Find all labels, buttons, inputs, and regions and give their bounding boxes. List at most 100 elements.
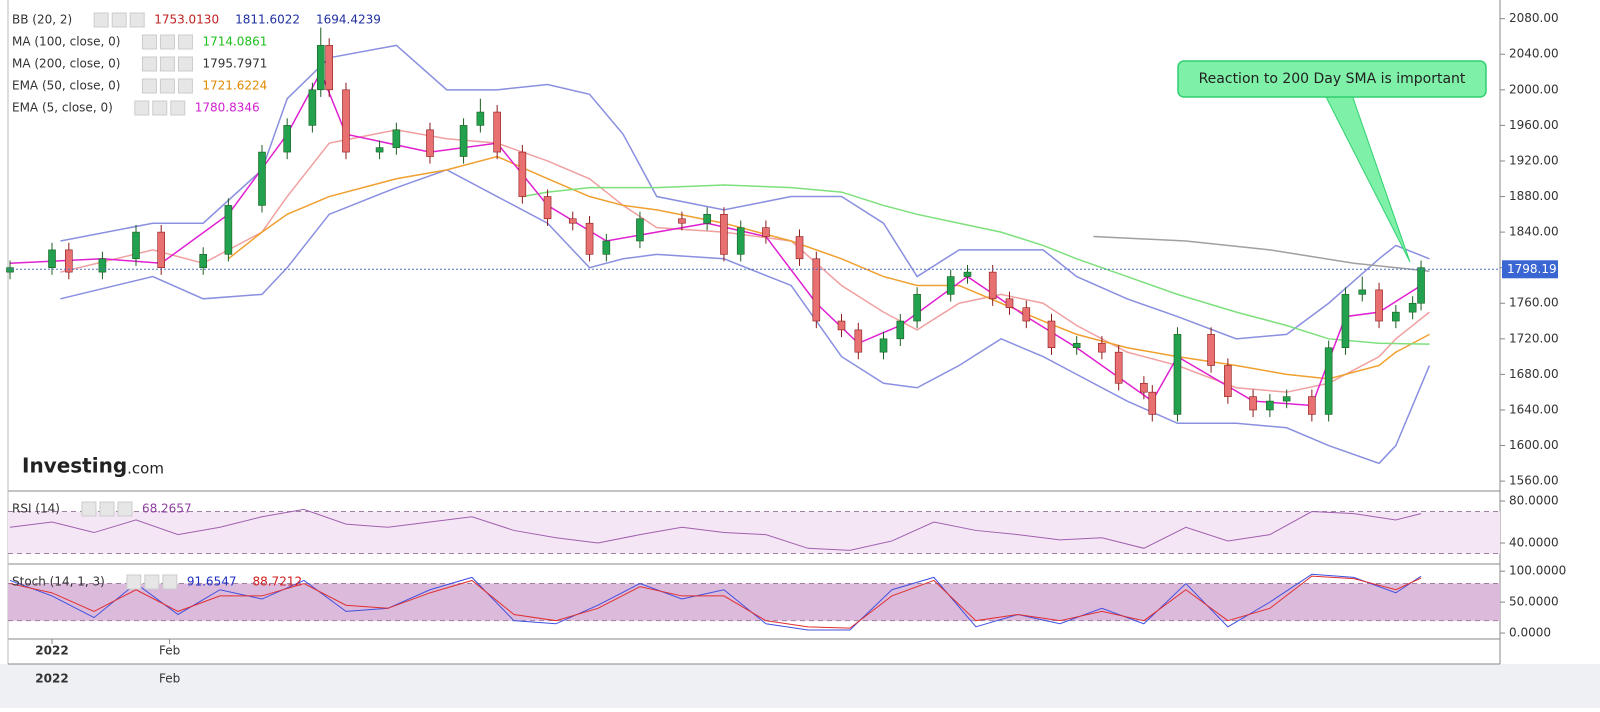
legend-icon: [117, 501, 133, 517]
legend-value: 1795.7971: [202, 57, 267, 71]
candle-body: [1417, 267, 1425, 304]
legend-icon: [141, 78, 157, 94]
candle-body: [518, 151, 527, 197]
candle-body: [543, 196, 552, 220]
candle-body: [1072, 342, 1081, 349]
legend-icon: [177, 56, 193, 72]
candle-body: [316, 45, 325, 91]
y-tick-label: 1880.00: [1509, 189, 1559, 203]
candle-body: [1341, 294, 1350, 349]
legend-label: EMA (50, close, 0): [12, 79, 120, 93]
candle-body: [1358, 289, 1367, 295]
legend-value: 88.7212: [252, 575, 302, 589]
candle-body: [1148, 391, 1157, 415]
candle-body: [258, 151, 266, 206]
candle-body: [48, 249, 56, 268]
candle-body: [1324, 347, 1333, 415]
indicator-line: [9, 70, 1422, 407]
y-tick-label: 1680.00: [1509, 367, 1559, 381]
legend-label: RSI (14): [12, 502, 60, 516]
footer-strip: [0, 664, 1600, 708]
brand: Investing: [22, 454, 127, 478]
candle-body: [392, 129, 401, 148]
x-tick-label: 2022: [35, 644, 68, 658]
candle-body: [1282, 396, 1291, 402]
y-tick-label: 1600.00: [1509, 438, 1559, 452]
y-tick-label: 1720.00: [1509, 331, 1559, 345]
y-tick-label: 50.0000: [1509, 595, 1559, 609]
candle-body: [1375, 289, 1383, 322]
callout-box: [1177, 60, 1487, 98]
legend-value: 1714.0861: [202, 35, 267, 49]
legend-label: Stoch (14, 1, 3): [12, 575, 105, 589]
candle-body: [1408, 302, 1417, 313]
last-price-box: [1502, 260, 1558, 279]
candle-body: [1392, 311, 1400, 322]
legend-icon: [134, 100, 150, 116]
candle-body: [199, 254, 207, 268]
legend-icon: [159, 78, 175, 94]
candle-body: [224, 205, 233, 255]
y-tick-label: 1920.00: [1509, 153, 1559, 167]
candle-body: [678, 218, 686, 224]
legend-icon: [159, 56, 175, 72]
candle-body: [896, 320, 905, 340]
candle-body: [720, 214, 728, 255]
y-tick-label: 1560.00: [1509, 474, 1559, 488]
legend-icon: [170, 100, 186, 116]
candle-body: [98, 258, 107, 273]
candle-body: [837, 320, 846, 331]
legend-icon: [162, 574, 178, 590]
candle-body: [812, 258, 821, 322]
legend-icon: [152, 100, 168, 116]
indicator-line: [522, 184, 1430, 345]
candle-body: [308, 89, 317, 126]
candle-body: [283, 125, 291, 153]
candle-body: [913, 294, 921, 322]
y-tick-label: 80.0000: [1509, 494, 1559, 508]
y-tick-label: 1760.00: [1509, 296, 1559, 310]
y-tick-label: 100.0000: [1509, 564, 1566, 578]
candle-body: [493, 111, 501, 153]
candle-body: [1249, 396, 1257, 411]
y-tick-label: 40.0000: [1509, 536, 1559, 550]
candle-body: [1266, 400, 1274, 411]
candle-body: [879, 338, 888, 353]
candle-body: [736, 227, 745, 255]
candle-body: [1022, 307, 1031, 322]
candle-body: [568, 218, 577, 224]
candle-body: [854, 329, 863, 353]
legend-icon: [111, 12, 127, 28]
y-tick-label: 1640.00: [1509, 402, 1559, 416]
candle-body: [1098, 342, 1106, 353]
last-price-label: 1798.19: [1507, 262, 1557, 276]
legend-value: 91.6547: [187, 575, 237, 589]
candle-body: [585, 222, 594, 255]
indicator-line: [227, 155, 1430, 380]
candle-body: [762, 227, 770, 237]
legend-icon: [99, 501, 115, 517]
legend-icon: [126, 574, 142, 590]
candle-body: [342, 89, 350, 153]
legend-label: BB (20, 2): [12, 13, 72, 27]
legend-icon: [159, 34, 175, 50]
y-tick-label: 2000.00: [1509, 82, 1559, 96]
band-fill: [8, 583, 1500, 621]
legend-value: 68.2657: [142, 502, 192, 516]
candle-body: [1140, 382, 1148, 393]
candle-body: [1207, 334, 1215, 366]
candle-body: [459, 125, 468, 157]
legend-value: 1753.0130: [154, 13, 219, 27]
candle-body: [963, 271, 972, 277]
x-tick-label: Feb: [159, 644, 180, 658]
legend-label: EMA (5, close, 0): [12, 101, 113, 115]
candle-body: [946, 276, 955, 295]
candle-body: [132, 231, 140, 260]
legend-icon: [129, 12, 145, 28]
y-tick-label: 1840.00: [1509, 225, 1559, 239]
candle-body: [1308, 396, 1316, 415]
candle-body: [1047, 320, 1056, 349]
legend-value: 1780.8346: [195, 101, 260, 115]
candle-body: [602, 240, 611, 255]
